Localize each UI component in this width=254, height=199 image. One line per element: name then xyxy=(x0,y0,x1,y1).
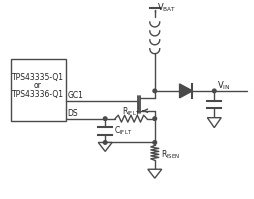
Circle shape xyxy=(103,117,106,120)
Text: V$_{\mathregular{BAT}}$: V$_{\mathregular{BAT}}$ xyxy=(156,1,176,14)
Circle shape xyxy=(152,141,156,144)
Circle shape xyxy=(152,89,156,93)
Polygon shape xyxy=(147,169,161,178)
Polygon shape xyxy=(98,142,112,151)
Polygon shape xyxy=(179,84,192,98)
Polygon shape xyxy=(207,118,220,128)
Text: R$_{\mathregular{ISEN}}$: R$_{\mathregular{ISEN}}$ xyxy=(160,148,179,161)
Text: C$_{\mathregular{IFLT}}$: C$_{\mathregular{IFLT}}$ xyxy=(114,124,132,137)
Text: R$_{\mathregular{IFLT}}$: R$_{\mathregular{IFLT}}$ xyxy=(122,105,140,118)
Text: GC1: GC1 xyxy=(67,91,83,100)
Bar xyxy=(11,59,65,121)
Text: V$_{\mathregular{IN}}$: V$_{\mathregular{IN}}$ xyxy=(216,80,230,92)
Circle shape xyxy=(212,89,215,93)
Text: or: or xyxy=(34,81,41,90)
Circle shape xyxy=(103,141,106,144)
Text: TPS43336-Q1: TPS43336-Q1 xyxy=(12,90,64,99)
Text: TPS43335-Q1: TPS43335-Q1 xyxy=(12,72,64,82)
Circle shape xyxy=(152,117,156,120)
Text: DS: DS xyxy=(67,109,78,118)
